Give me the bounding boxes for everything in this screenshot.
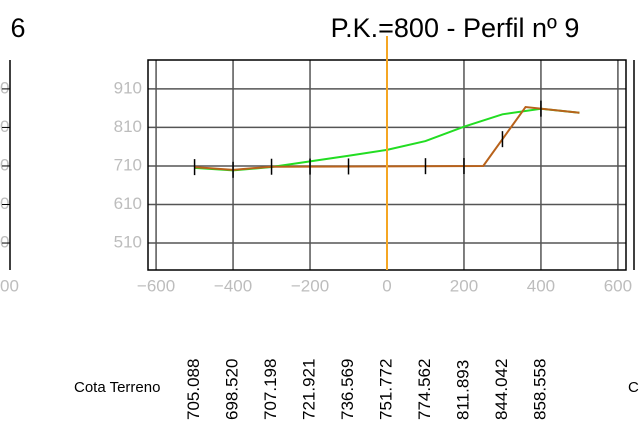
y-tick-label: 710 bbox=[114, 155, 142, 174]
x-tick-label: 400 bbox=[527, 276, 555, 295]
right-label-fragment: C bbox=[628, 379, 639, 396]
profile-line bbox=[194, 105, 580, 171]
terrain-value: 698.520 bbox=[223, 359, 242, 420]
y-tick-label: 510 bbox=[114, 233, 142, 252]
terrain-value: 707.198 bbox=[261, 359, 280, 420]
terrain-value: 811.893 bbox=[453, 360, 472, 420]
left-y-fragment: 0 bbox=[0, 117, 9, 136]
terrain-value: 736.569 bbox=[338, 359, 357, 420]
left-y-fragment: 0 bbox=[0, 233, 9, 252]
terrain-value: 751.772 bbox=[376, 359, 395, 420]
left-y-fragment: 0 bbox=[0, 194, 9, 213]
terrain-value: 844.042 bbox=[492, 359, 511, 420]
chart-title: P.K.=800 - Perfil nº 9 bbox=[331, 13, 580, 43]
left-x-fragment: 00 bbox=[0, 276, 19, 295]
terrain-value: 721.921 bbox=[300, 359, 319, 420]
row-label: Cota Terreno bbox=[74, 379, 160, 396]
left-y-fragment: 0 bbox=[0, 78, 9, 97]
x-tick-label: 600 bbox=[604, 276, 632, 295]
left-title-fragment: 6 bbox=[10, 13, 25, 43]
y-tick-label: 610 bbox=[114, 194, 142, 213]
x-tick-label: 0 bbox=[382, 276, 391, 295]
terrain-value: 705.088 bbox=[184, 359, 203, 420]
left-y-fragment: 0 bbox=[0, 155, 9, 174]
y-tick-label: 810 bbox=[114, 117, 142, 136]
x-tick-label: −400 bbox=[214, 276, 252, 295]
terrain-value: 858.558 bbox=[530, 359, 549, 420]
terrain-value: 774.562 bbox=[415, 359, 434, 420]
x-tick-label: 200 bbox=[450, 276, 478, 295]
y-tick-label: 910 bbox=[114, 78, 142, 97]
x-tick-label: −600 bbox=[137, 276, 175, 295]
x-tick-label: −200 bbox=[291, 276, 329, 295]
